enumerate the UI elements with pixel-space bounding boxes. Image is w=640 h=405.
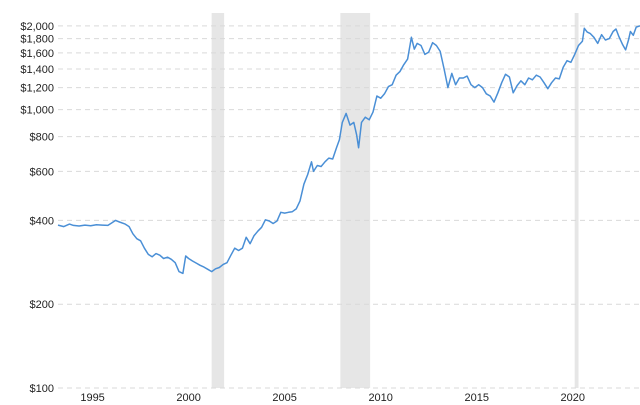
x-tick-label-1: 2000: [176, 392, 200, 404]
y-tick-label-10: $100: [30, 383, 54, 395]
recession-bands: [211, 13, 579, 388]
y-tick-label-2: $1,600: [20, 48, 54, 60]
x-tick-label-2: 2005: [272, 392, 296, 404]
y-tick-label-9: $200: [30, 299, 54, 311]
y-tick-label-4: $1,200: [20, 83, 54, 95]
y-tick-label-1: $1,800: [20, 34, 54, 46]
x-axis-tick-labels: 1995 2000 2005 2010 2015 2020: [80, 392, 585, 404]
series-line-0: [57, 25, 640, 275]
y-tick-label-3: $1,400: [20, 64, 54, 76]
shaded-period-2: [574, 13, 579, 388]
x-tick-label-3: 2010: [368, 392, 392, 404]
y-axis-tick-labels: $2,000$1,800 $1,600 $1,400 $1,200 $1,000 $800…: [20, 21, 54, 395]
shaded-period-1: [340, 13, 371, 388]
y-tick-label-0: $2,000: [20, 21, 54, 33]
y-tick-label-8: $400: [30, 215, 54, 227]
y-gridlines: [58, 25, 640, 389]
price-series: [57, 25, 640, 275]
x-tick-label-5: 2020: [561, 392, 585, 404]
x-tick-label-4: 2015: [464, 392, 488, 404]
x-tick-label-0: 1995: [80, 392, 104, 404]
y-tick-label-5: $1,000: [20, 105, 54, 117]
y-tick-label-7: $600: [30, 166, 54, 178]
y-tick-label-6: $800: [30, 132, 54, 144]
shaded-period-0: [211, 13, 225, 388]
